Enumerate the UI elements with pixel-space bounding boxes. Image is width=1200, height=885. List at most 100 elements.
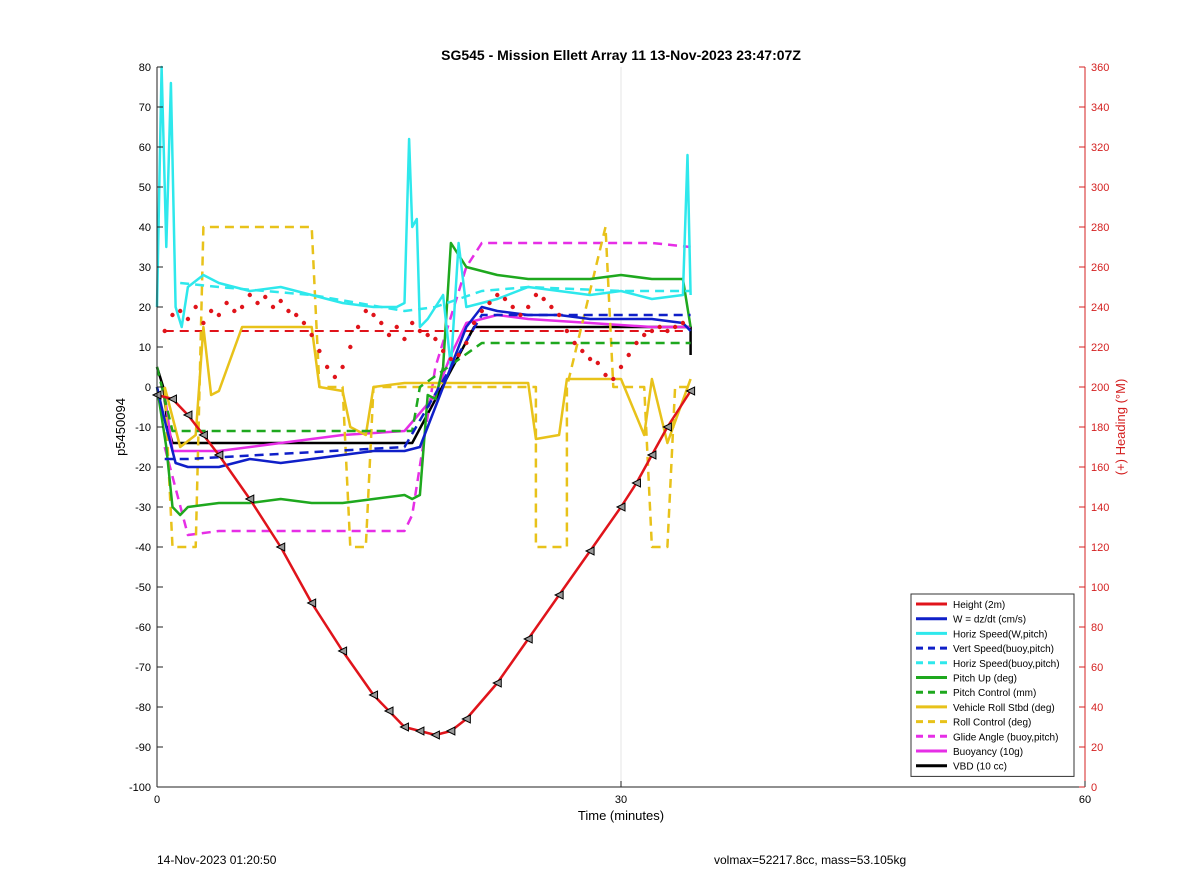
y-right-tick-label: 240 bbox=[1091, 302, 1109, 314]
y-tick-label: -60 bbox=[135, 622, 151, 634]
axes: 0 30 60-100-90-80-70-60-50-40-30-20-100102… bbox=[129, 62, 1109, 806]
y-right-tick-label: 280 bbox=[1091, 222, 1109, 234]
legend-label: Buoyancy (10g) bbox=[953, 747, 1023, 758]
heading-point bbox=[355, 324, 361, 330]
height-marker bbox=[368, 690, 379, 700]
y-right-tick-label: 220 bbox=[1091, 342, 1109, 354]
y-right-tick-label: 300 bbox=[1091, 182, 1109, 194]
y-tick-label: 0 bbox=[145, 382, 151, 394]
heading-point bbox=[379, 320, 384, 326]
x-tick-label: 30 bbox=[615, 794, 627, 806]
legend-label: Horiz Speed(W,pitch) bbox=[953, 629, 1047, 640]
y-right-tick-label: 60 bbox=[1091, 662, 1103, 674]
y-tick-label: 80 bbox=[139, 62, 151, 74]
y-tick-label: -40 bbox=[135, 542, 151, 554]
heading-point bbox=[541, 296, 546, 302]
y-right-tick-label: 140 bbox=[1091, 502, 1109, 514]
heading-point bbox=[185, 316, 191, 322]
heading-point bbox=[178, 308, 183, 314]
legend-label: Horiz Speed(buoy,pitch) bbox=[953, 659, 1060, 670]
y-tick-label: -30 bbox=[135, 502, 151, 514]
height-marker bbox=[523, 634, 533, 644]
y-right-tick-label: 200 bbox=[1091, 382, 1109, 394]
heading-point bbox=[317, 348, 322, 354]
y-tick-label: -20 bbox=[135, 462, 151, 474]
heading-point bbox=[611, 376, 616, 382]
height-marker bbox=[337, 646, 348, 656]
height-marker bbox=[492, 678, 502, 688]
heading-point bbox=[340, 364, 345, 370]
plot-lines bbox=[151, 65, 696, 740]
y-tick-label: 20 bbox=[139, 302, 151, 314]
series-line bbox=[163, 241, 691, 537]
heading-point bbox=[595, 360, 600, 366]
y-tick-label: -90 bbox=[135, 742, 151, 754]
height-marker bbox=[198, 430, 208, 440]
legend-label: W = dz/dt (cm/s) bbox=[953, 615, 1026, 626]
heading-point bbox=[580, 348, 585, 354]
y-axis-label: p5450094 bbox=[113, 398, 128, 456]
heading-point bbox=[402, 336, 407, 342]
footer-timestamp: 14-Nov-2023 01:20:50 bbox=[157, 853, 277, 867]
heading-point bbox=[502, 296, 508, 302]
heading-point bbox=[162, 328, 167, 334]
heading-point bbox=[301, 320, 307, 326]
y-tick-label: 50 bbox=[139, 182, 151, 194]
y-tick-label: -70 bbox=[135, 662, 151, 674]
y-right-tick-label: 20 bbox=[1091, 742, 1103, 754]
legend-label: Roll Control (deg) bbox=[953, 718, 1031, 729]
heading-point bbox=[533, 292, 539, 298]
heading-point bbox=[556, 312, 562, 318]
x-axis-label: Time (minutes) bbox=[578, 808, 664, 823]
y-tick-label: -100 bbox=[129, 782, 151, 794]
heading-point bbox=[193, 304, 198, 310]
y-tick-label: 60 bbox=[139, 142, 151, 154]
heading-point bbox=[657, 324, 662, 330]
heading-point bbox=[425, 332, 430, 338]
heading-point bbox=[410, 320, 415, 326]
heading-point bbox=[464, 340, 469, 346]
height-marker bbox=[430, 730, 440, 740]
y-right-tick-label: 80 bbox=[1091, 622, 1103, 634]
height-marker bbox=[306, 598, 317, 608]
heading-point bbox=[255, 300, 260, 306]
heading-point bbox=[440, 348, 446, 354]
height-marker bbox=[244, 494, 255, 504]
heading-point bbox=[618, 364, 624, 370]
heading-point bbox=[626, 352, 631, 358]
height-marker bbox=[182, 410, 193, 420]
heading-point bbox=[247, 292, 252, 298]
legend-label: VBD (10 cc) bbox=[953, 762, 1007, 773]
heading-point bbox=[448, 356, 454, 362]
y-tick-label: 40 bbox=[139, 222, 151, 234]
heading-point bbox=[363, 308, 368, 314]
y-right-axis-label: (+) Heading (°M) bbox=[1113, 379, 1128, 476]
x-tick-label: 0 bbox=[154, 794, 160, 806]
heading-point bbox=[170, 312, 175, 318]
y-tick-label: -80 bbox=[135, 702, 151, 714]
heading-point bbox=[680, 320, 686, 326]
y-tick-label: -10 bbox=[135, 422, 151, 434]
y-tick-label: -50 bbox=[135, 582, 151, 594]
y-tick-label: 70 bbox=[139, 102, 151, 114]
height-marker bbox=[167, 394, 177, 404]
heading-point bbox=[479, 308, 484, 314]
heading-point bbox=[286, 308, 291, 314]
heading-point bbox=[348, 344, 353, 350]
legend-label: Vehicle Roll Stbd (deg) bbox=[953, 703, 1055, 714]
legend: Height (2m) W = dz/dt (cm/s) Horiz Speed(W… bbox=[910, 593, 1075, 777]
height-marker bbox=[685, 386, 696, 396]
heading-point bbox=[642, 332, 647, 338]
series-line bbox=[163, 313, 691, 453]
legend-label: Height (2m) bbox=[953, 600, 1005, 611]
height-marker bbox=[399, 722, 409, 732]
height-marker bbox=[383, 706, 394, 716]
y-right-tick-label: 260 bbox=[1091, 262, 1109, 274]
heading-point bbox=[495, 292, 500, 298]
heading-point bbox=[386, 332, 392, 338]
heading-point bbox=[587, 356, 593, 362]
heading-point bbox=[216, 312, 222, 318]
heading-point bbox=[270, 304, 276, 310]
heading-point bbox=[487, 300, 492, 306]
